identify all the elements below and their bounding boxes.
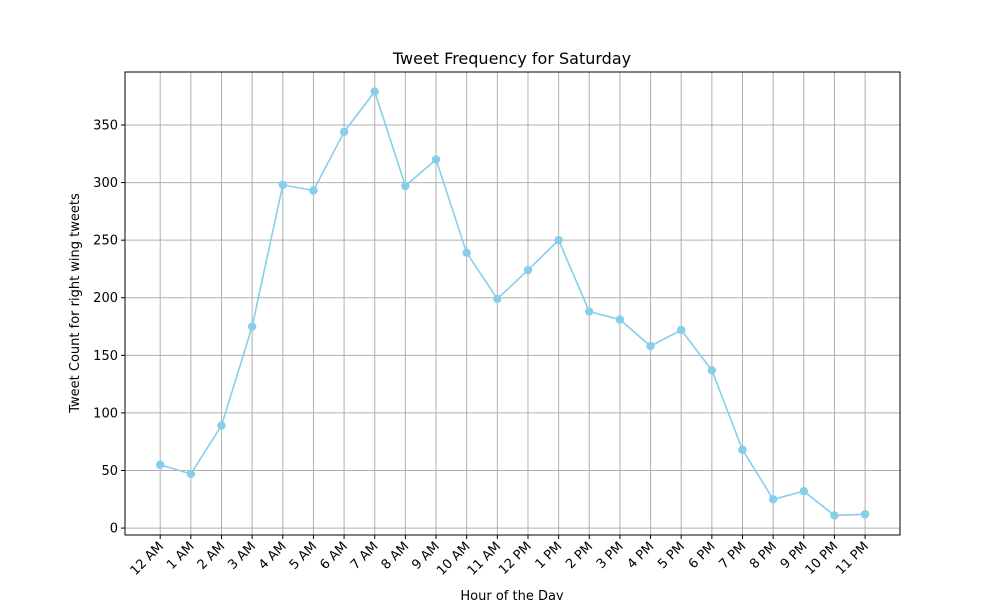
data-point — [431, 155, 441, 164]
chart-title: Tweet Frequency for Saturday — [392, 49, 631, 68]
grid — [125, 72, 900, 535]
data-point — [523, 265, 533, 275]
data-point — [401, 181, 410, 191]
data-point — [217, 421, 226, 430]
plot-frame — [124, 71, 901, 536]
x-tick-label: 3 PM — [594, 539, 627, 572]
data-point — [278, 180, 287, 190]
x-tick-label: 2 PM — [563, 539, 596, 572]
x-tick-label: 2 AM — [195, 539, 229, 573]
data-point — [370, 87, 379, 96]
x-tick-label: 10 PM — [803, 539, 842, 578]
data-point — [585, 307, 594, 316]
x-axis: 12 AM1 AM2 AM3 AM4 AM5 AM6 AM7 AM8 AM9 A… — [128, 535, 872, 579]
x-tick-label: 7 AM — [348, 539, 382, 573]
x-tick-label: 12 AM — [128, 539, 167, 578]
data-point — [830, 511, 839, 520]
y-tick-label: 50 — [101, 464, 118, 479]
x-tick-label: 6 AM — [317, 539, 351, 573]
x-tick-label: 1 PM — [533, 539, 566, 572]
x-tick-label: 5 AM — [287, 539, 321, 573]
y-tick-label: 200 — [93, 291, 118, 306]
x-axis-label: Hour of the Day — [460, 589, 564, 600]
data-point — [493, 294, 502, 304]
x-tick-label: 4 PM — [625, 539, 658, 572]
y-tick-label: 100 — [93, 406, 118, 421]
y-axis: 0 50 100 150 200 250 300 350 — [93, 118, 125, 537]
x-tick-label: 4 AM — [256, 539, 290, 573]
data-point — [339, 127, 349, 137]
data-point — [860, 510, 870, 519]
data-point — [554, 235, 563, 245]
x-tick-label: 8 PM — [747, 539, 780, 572]
x-tick-label: 1 AM — [164, 539, 198, 573]
x-tick-label: 10 AM — [434, 539, 473, 578]
y-tick-label: 150 — [93, 349, 118, 364]
data-point — [707, 366, 717, 375]
y-tick-label: 350 — [93, 118, 118, 133]
data-point — [186, 469, 196, 479]
x-tick-label: 11 AM — [465, 539, 504, 578]
data-point — [615, 315, 625, 324]
y-tick-label: 300 — [93, 176, 118, 191]
y-tick-label: 0 — [110, 522, 118, 537]
x-tick-label: 12 PM — [496, 539, 535, 578]
x-tick-label: 7 PM — [716, 539, 749, 572]
data-point — [768, 495, 778, 504]
x-tick-label: 8 AM — [379, 539, 413, 573]
y-axis-label: Tweet Count for right wing tweets — [68, 193, 83, 414]
y-tick-label: 250 — [93, 234, 118, 249]
series-layer — [156, 87, 870, 520]
x-tick-label: 5 PM — [655, 539, 688, 572]
data-point — [156, 460, 165, 469]
data-point — [247, 322, 257, 331]
data-point — [309, 186, 318, 195]
data-point — [677, 325, 686, 335]
data-point — [462, 248, 471, 258]
data-point — [646, 341, 655, 351]
x-tick-label: 6 PM — [686, 539, 719, 572]
x-tick-label: 3 AM — [225, 539, 259, 573]
data-point — [799, 487, 809, 496]
data-point — [738, 445, 747, 454]
series-line — [159, 89, 866, 517]
x-tick-label: 11 PM — [833, 539, 872, 578]
